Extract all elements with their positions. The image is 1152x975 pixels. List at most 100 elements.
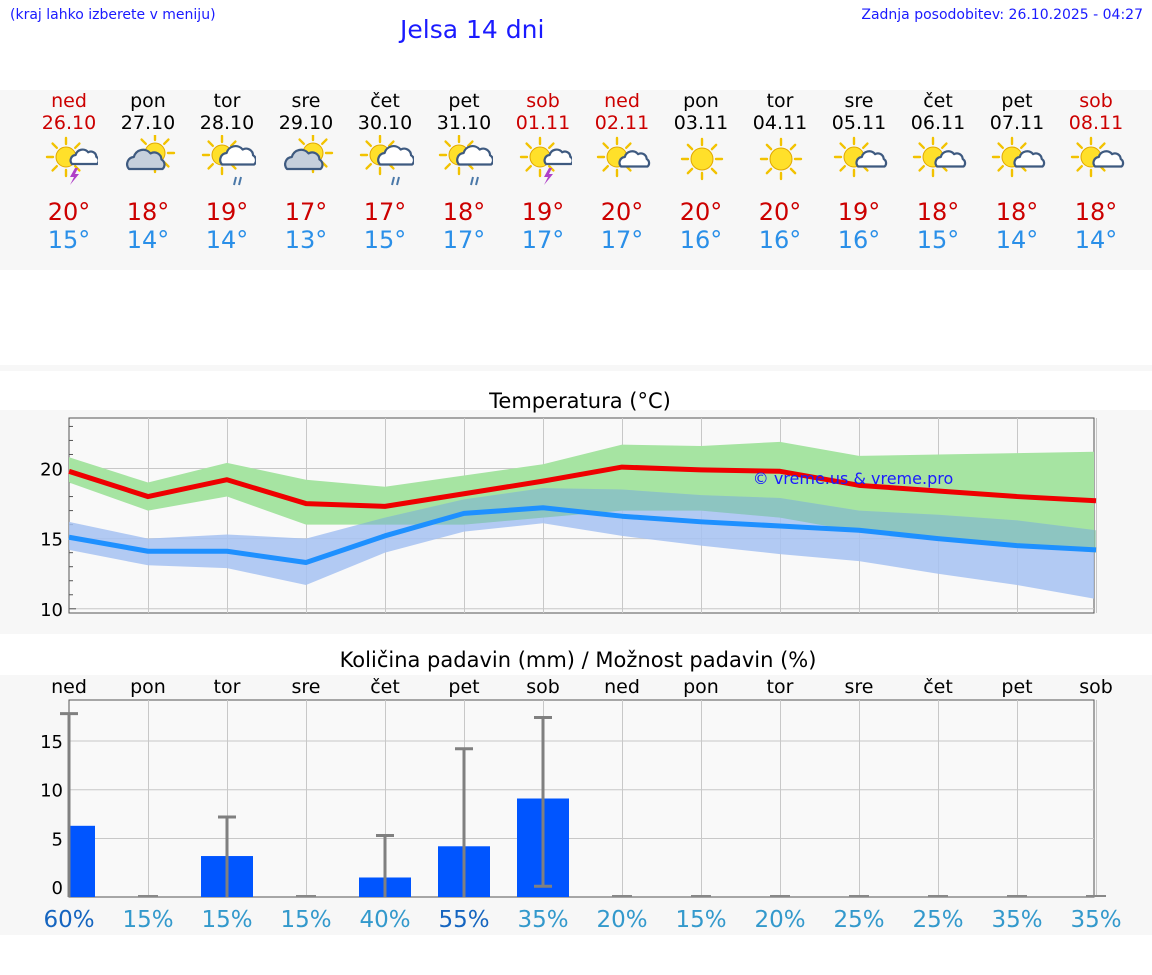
y-tick-label: 15	[40, 732, 63, 753]
day-name: sre	[844, 90, 874, 112]
sun-icon	[680, 137, 723, 181]
band-overlap	[69, 488, 1096, 553]
min-temperature: 16°	[758, 226, 802, 254]
precip-error-bar	[218, 815, 236, 897]
precip-probability: 15%	[675, 907, 726, 933]
max-temperature: 20°	[679, 198, 723, 226]
x-category-label: čet	[923, 676, 953, 698]
last-update-label: Zadnja posodobitev: 26.10.2025 - 04:27	[861, 7, 1143, 23]
precip-probability: 35%	[517, 907, 568, 933]
day-name: tor	[213, 90, 241, 112]
sun-cloud-rain-icon	[438, 135, 493, 186]
day-name: ned	[51, 90, 87, 112]
day-name: sob	[526, 90, 560, 112]
day-date: 02.11	[594, 112, 650, 134]
day-date: 03.11	[673, 112, 729, 134]
x-category-label: pet	[1001, 676, 1032, 698]
location-menu-hint[interactable]: (kraj lahko izberete v meniju)	[10, 7, 216, 23]
charts-area: Temperatura (°C) 10 15 20 © vreme.us & vreme…	[0, 389, 1152, 935]
sun-cloud-icon	[283, 135, 333, 174]
sun-icon	[759, 137, 802, 181]
max-temperature: 20°	[758, 198, 802, 226]
max-temperature: 20°	[600, 198, 644, 226]
x-category-label: sob	[1079, 676, 1113, 698]
precip-probability: 20%	[754, 907, 805, 933]
precip-error-bar	[455, 747, 473, 897]
min-temperature: 17°	[521, 226, 565, 254]
max-temp-line	[68, 464, 1097, 509]
x-category-label: ned	[51, 676, 87, 698]
precip-probability: 60%	[43, 907, 94, 933]
x-category-label: pon	[130, 676, 166, 698]
max-temperature: 20°	[47, 198, 91, 226]
precip-probability: 35%	[1070, 907, 1121, 933]
x-category-label: sre	[292, 676, 321, 698]
x-category-label: tor	[214, 676, 241, 698]
sun-small-cloud-icon	[1070, 136, 1124, 178]
min-temperature: 13°	[284, 226, 328, 254]
day-date: 08.11	[1068, 112, 1124, 134]
max-temperature: 18°	[442, 198, 486, 226]
min-temperature: 15°	[363, 226, 407, 254]
max-temperature: 17°	[363, 198, 407, 226]
y-tick-label: 15	[40, 530, 63, 551]
day-name: sre	[291, 90, 321, 112]
sun-small-cloud-icon	[596, 136, 650, 178]
min-temperature: 14°	[995, 226, 1039, 254]
min-temperature: 17°	[442, 226, 486, 254]
y-tick-label: 5	[52, 829, 63, 850]
min-temperature: 14°	[1074, 226, 1118, 254]
copyright-watermark: © vreme.us & vreme.pro	[753, 469, 954, 488]
day-name: čet	[923, 90, 953, 112]
precip-probability: 35%	[991, 907, 1042, 933]
max-temperature: 18°	[916, 198, 960, 226]
max-temperature: 19°	[205, 198, 249, 226]
sun-cloud-rain-icon	[359, 135, 414, 186]
precip-error-bar	[376, 834, 394, 897]
min-temp-line	[68, 505, 1097, 565]
precip-chart-title: Količina padavin (mm) / Možnost padavin …	[340, 648, 817, 672]
precip-probability: 55%	[438, 907, 489, 933]
day-name: pon	[130, 90, 166, 112]
precip-probability: 15%	[122, 907, 173, 933]
day-name: sob	[1079, 90, 1113, 112]
y-tick-label: 10	[40, 600, 63, 621]
x-category-label: tor	[767, 676, 794, 698]
precip-probability: 15%	[201, 907, 252, 933]
max-temperature: 19°	[521, 198, 565, 226]
day-name: čet	[370, 90, 400, 112]
day-date: 07.11	[989, 112, 1045, 134]
day-date: 27.10	[120, 112, 176, 134]
sun-thunder-icon	[519, 136, 572, 185]
y-tick-label: 10	[40, 781, 63, 802]
day-date: 30.10	[357, 112, 413, 134]
day-date: 28.10	[199, 112, 255, 134]
daily-forecast-strip: ned 26.10 20° 15° pon 27.10 18° 14° tor 28.10 19° 1…	[0, 90, 1152, 270]
min-temperature: 14°	[126, 226, 170, 254]
max-temperature: 18°	[1074, 198, 1118, 226]
precip-probability: 20%	[596, 907, 647, 933]
min-temperature: 16°	[679, 226, 723, 254]
x-category-label: pet	[448, 676, 479, 698]
x-category-label: čet	[370, 676, 400, 698]
day-name: pon	[683, 90, 719, 112]
day-name: pet	[448, 90, 480, 112]
sun-small-cloud-icon	[912, 136, 966, 178]
max-temperature: 18°	[995, 198, 1039, 226]
temperature-chart-title: Temperatura (°C)	[488, 389, 671, 413]
day-date: 06.11	[910, 112, 966, 134]
x-category-label: sob	[526, 676, 560, 698]
day-name: pet	[1001, 90, 1033, 112]
min-temperature: 16°	[837, 226, 881, 254]
sun-small-cloud-icon	[991, 136, 1045, 178]
max-temperature: 19°	[837, 198, 881, 226]
day-name: tor	[766, 90, 794, 112]
day-date: 05.11	[831, 112, 887, 134]
min-temperature: 15°	[916, 226, 960, 254]
day-date: 01.11	[515, 112, 571, 134]
sun-cloud-icon	[125, 135, 175, 174]
precip-probability: 25%	[912, 907, 963, 933]
max-temperature: 17°	[284, 198, 328, 226]
min-temperature: 14°	[205, 226, 249, 254]
day-date: 29.10	[278, 112, 334, 134]
